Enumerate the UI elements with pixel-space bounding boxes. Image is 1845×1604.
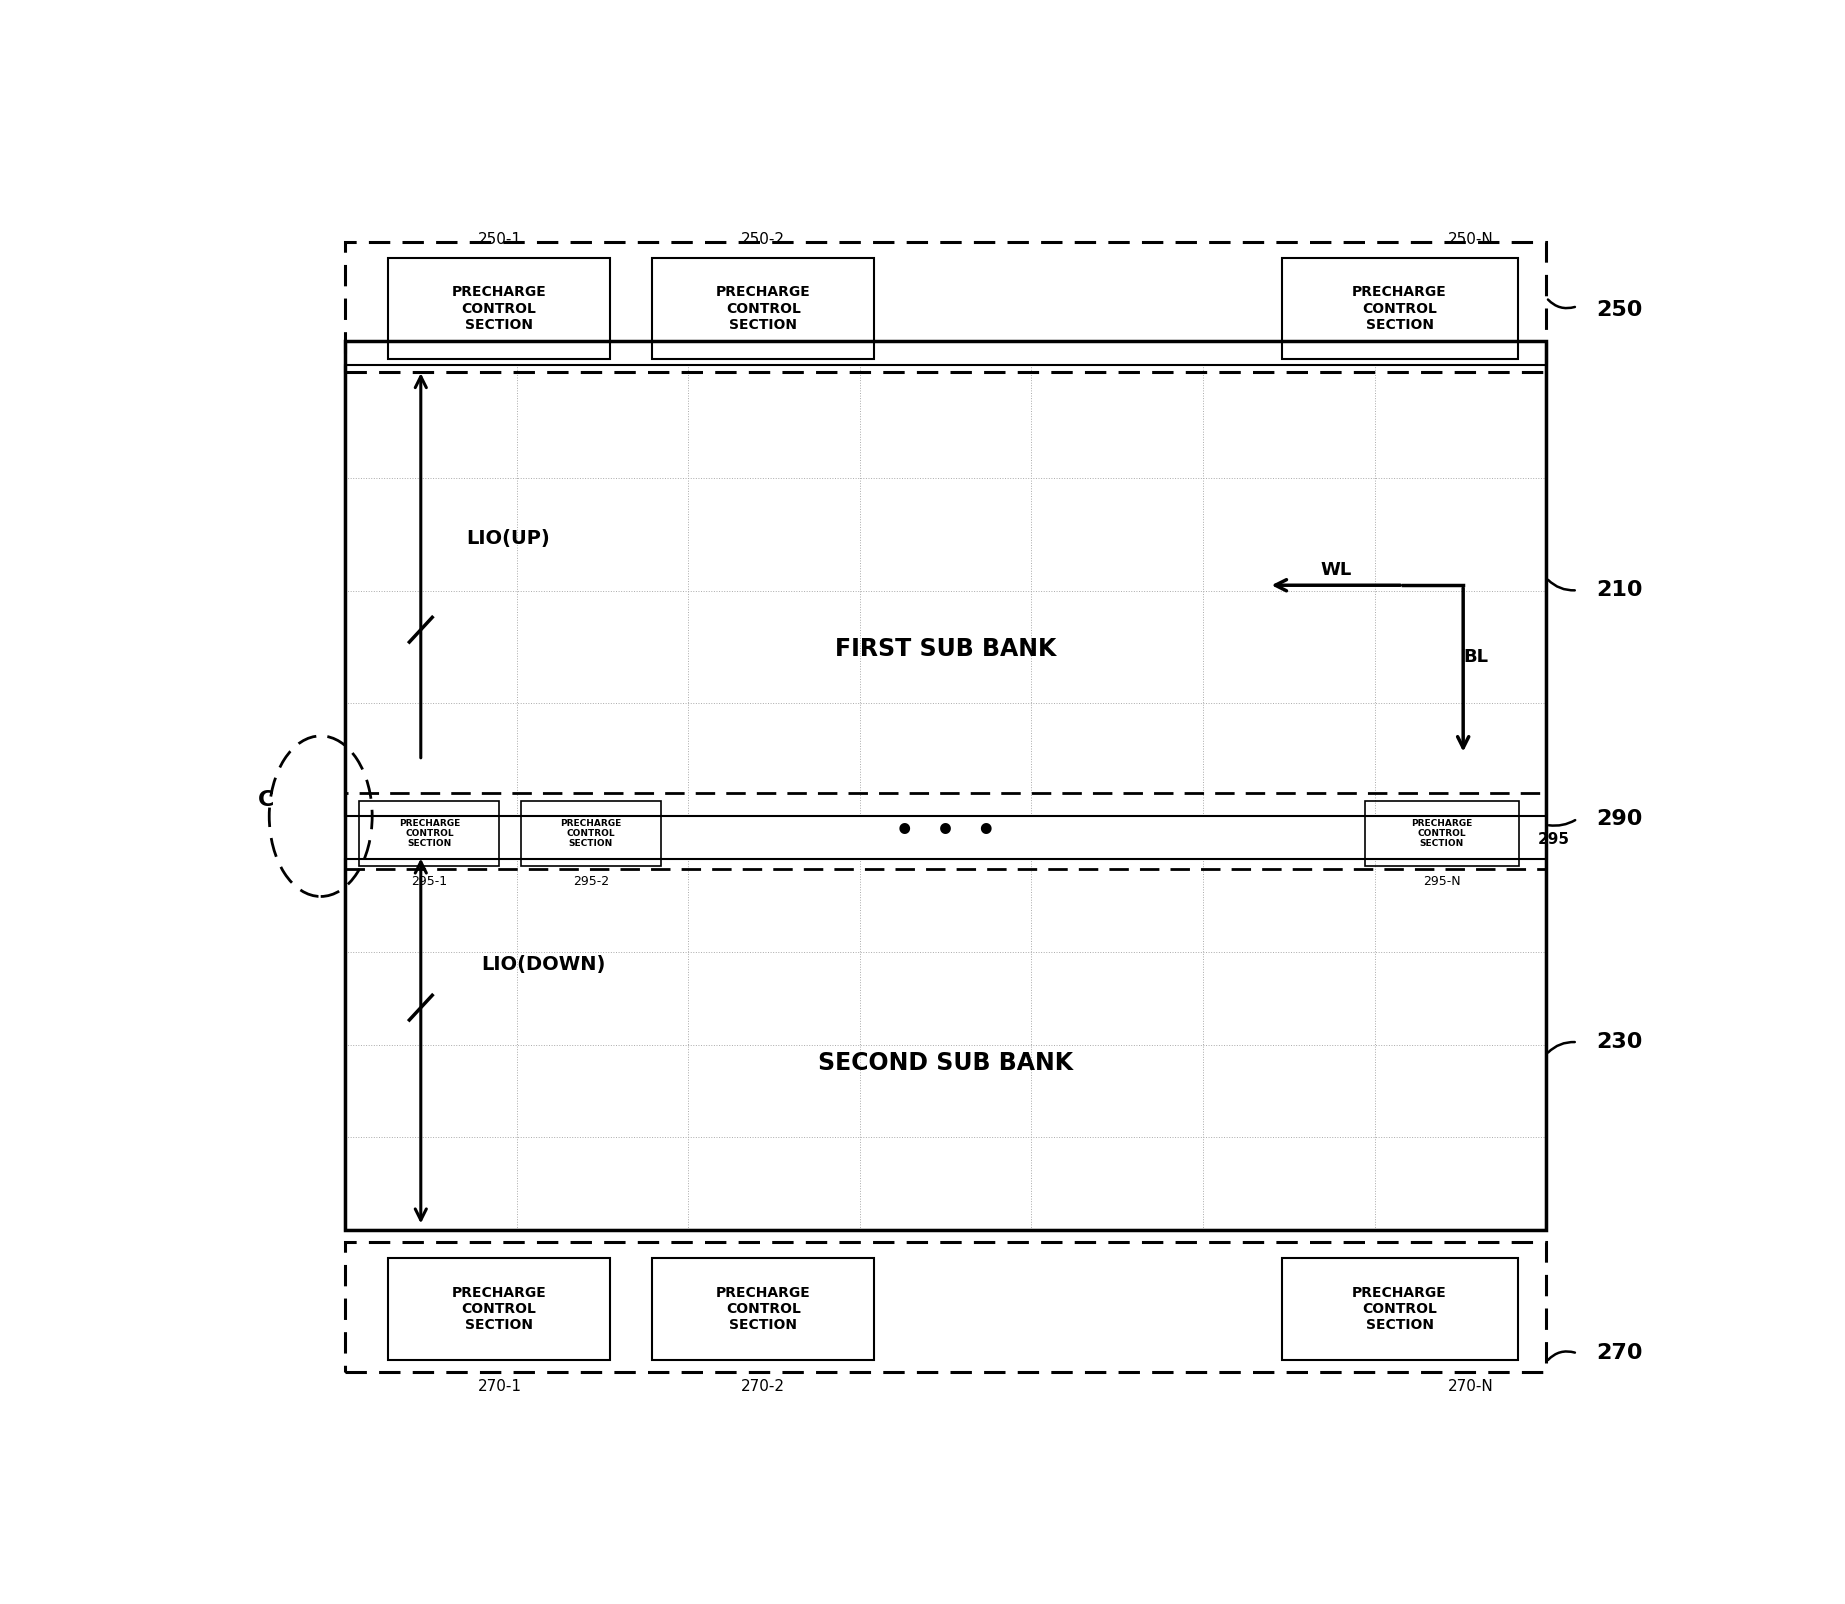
Text: 230: 230 xyxy=(1596,1033,1642,1052)
FancyArrowPatch shape xyxy=(1548,1043,1576,1052)
FancyArrowPatch shape xyxy=(1548,820,1576,826)
Bar xyxy=(520,802,661,866)
Text: 270-2: 270-2 xyxy=(740,1379,784,1394)
FancyArrowPatch shape xyxy=(1548,300,1576,308)
Bar xyxy=(1282,258,1517,359)
Text: 250-2: 250-2 xyxy=(740,233,784,247)
Bar xyxy=(653,1259,875,1360)
Text: 295: 295 xyxy=(1537,832,1570,847)
Text: PRECHARGE
CONTROL
SECTION: PRECHARGE CONTROL SECTION xyxy=(452,286,546,332)
Text: 290: 290 xyxy=(1596,808,1642,829)
Text: 295-1: 295-1 xyxy=(411,876,448,889)
Bar xyxy=(345,792,1546,869)
Text: •  •  •: • • • xyxy=(895,816,996,845)
Text: LIO(UP): LIO(UP) xyxy=(467,529,550,549)
Text: 295-N: 295-N xyxy=(1422,876,1461,889)
Text: 250-1: 250-1 xyxy=(478,233,522,247)
Text: PRECHARGE
CONTROL
SECTION: PRECHARGE CONTROL SECTION xyxy=(1352,286,1446,332)
Bar xyxy=(387,1259,609,1360)
Text: PRECHARGE
CONTROL
SECTION: PRECHARGE CONTROL SECTION xyxy=(399,818,459,849)
Bar xyxy=(345,366,1546,816)
Text: PRECHARGE
CONTROL
SECTION: PRECHARGE CONTROL SECTION xyxy=(561,818,622,849)
FancyArrowPatch shape xyxy=(1548,1352,1576,1360)
Text: C: C xyxy=(258,791,275,810)
Bar xyxy=(345,860,1546,1230)
Bar xyxy=(1282,1259,1517,1360)
Text: PRECHARGE
CONTROL
SECTION: PRECHARGE CONTROL SECTION xyxy=(716,286,810,332)
Text: 295-2: 295-2 xyxy=(574,876,609,889)
Text: SECOND SUB BANK: SECOND SUB BANK xyxy=(817,1051,1074,1075)
Text: LIO(DOWN): LIO(DOWN) xyxy=(482,954,605,974)
Text: PRECHARGE
CONTROL
SECTION: PRECHARGE CONTROL SECTION xyxy=(1352,1286,1446,1333)
Bar xyxy=(387,258,609,359)
Text: PRECHARGE
CONTROL
SECTION: PRECHARGE CONTROL SECTION xyxy=(716,1286,810,1333)
Text: 270-1: 270-1 xyxy=(478,1379,522,1394)
Bar xyxy=(345,242,1546,372)
Bar xyxy=(345,340,1546,1230)
Text: 270-N: 270-N xyxy=(1448,1379,1493,1394)
Text: PRECHARGE
CONTROL
SECTION: PRECHARGE CONTROL SECTION xyxy=(452,1286,546,1333)
FancyArrowPatch shape xyxy=(1548,579,1576,590)
Text: 250-N: 250-N xyxy=(1448,233,1493,247)
Text: PRECHARGE
CONTROL
SECTION: PRECHARGE CONTROL SECTION xyxy=(1411,818,1472,849)
Bar xyxy=(360,802,500,866)
Bar xyxy=(1365,802,1518,866)
Text: 270: 270 xyxy=(1596,1344,1642,1363)
Text: BL: BL xyxy=(1463,648,1489,666)
Bar xyxy=(653,258,875,359)
Text: WL: WL xyxy=(1321,561,1351,579)
Text: 210: 210 xyxy=(1596,581,1642,600)
Text: 250: 250 xyxy=(1596,300,1642,319)
Text: FIRST SUB BANK: FIRST SUB BANK xyxy=(836,637,1055,661)
Bar xyxy=(345,1243,1546,1371)
